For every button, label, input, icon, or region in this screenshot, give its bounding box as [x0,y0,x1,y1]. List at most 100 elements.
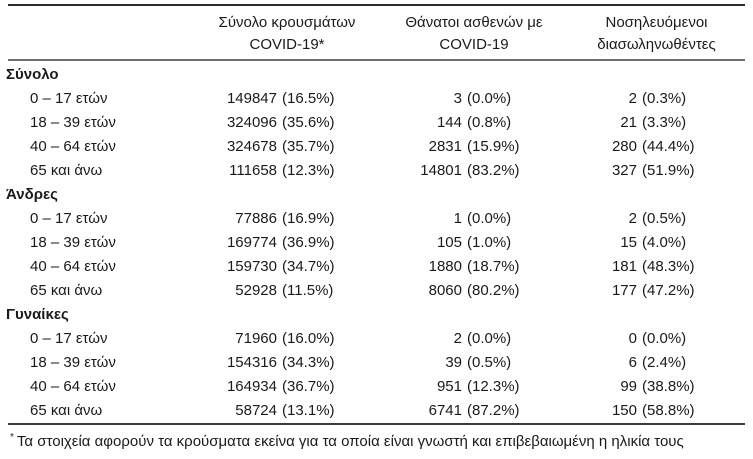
group-label-total: Σύνολο [6,66,59,83]
deaths-count: 39 [445,354,462,371]
cases-cell: 324678 (35.7%) [186,135,372,159]
cases-pct: (36.9%) [282,234,335,251]
age-label: 65 και άνω [30,402,103,419]
age-label: 18 – 39 ετών [30,234,116,251]
table-group-row: Γυναίκες [0,303,753,327]
intubated-cell: 177 (47.2%) [560,279,737,303]
intubated-count: 150 [611,402,637,419]
intubated-cell: 0 (0.0%) [560,327,737,351]
intubated-cell: 15 (4.0%) [560,231,737,255]
intubated-pct: (0.3%) [642,90,687,107]
cases-count: 324678 [226,138,277,155]
intubated-pct: (2.4%) [642,354,687,371]
deaths-cell: 144 (0.8%) [372,111,560,135]
cases-cell: 169774 (36.9%) [186,231,372,255]
cases-count: 154316 [226,354,277,371]
deaths-count: 2831 [428,138,462,155]
age-label: 0 – 17 ετών [30,210,108,227]
deaths-pct: (12.3%) [467,378,520,395]
age-label: 40 – 64 ετών [30,378,116,395]
cases-pct: (35.7%) [282,138,335,155]
deaths-pct: (0.0%) [467,90,512,107]
deaths-pct: (0.8%) [467,114,512,131]
intubated-count: 327 [611,162,637,179]
cases-count: 111658 [229,162,277,179]
table-row: 0 – 17 ετών 71960 (16.0%) 2 (0.0%) 0 (0.0%) [0,327,753,351]
table-row: 18 – 39 ετών 324096 (35.6%) 144 (0.8%) 21 (… [0,111,753,135]
deaths-cell: 2831 (15.9%) [372,135,560,159]
cases-pct: (36.7%) [282,378,335,395]
table-group-row: Άνδρες [0,183,753,207]
intubated-count: 0 [628,330,637,347]
deaths-pct: (1.0%) [467,234,512,251]
deaths-count: 8060 [428,282,462,299]
deaths-pct: (80.2%) [467,282,520,299]
footnote-divider-rule [8,423,745,425]
cases-cell: 71960 (16.0%) [186,327,372,351]
header-divider-rule [8,59,745,61]
intubated-cell: 21 (3.3%) [560,111,737,135]
age-label: 18 – 39 ετών [30,354,116,371]
deaths-cell: 2 (0.0%) [372,327,560,351]
age-label: 65 και άνω [30,162,103,179]
table-row: 18 – 39 ετών 154316 (34.3%) 39 (0.5%) 6 (2.… [0,351,753,375]
deaths-cell: 6741 (87.2%) [372,399,560,423]
deaths-pct: (0.0%) [467,210,512,227]
deaths-count: 144 [436,114,462,131]
column-header-deaths: Θάνατοι ασθενών με COVID-19 [380,12,568,56]
age-label: 0 – 17 ετών [30,90,108,107]
cases-cell: 164934 (36.7%) [186,375,372,399]
column-header-deaths-line1: Θάνατοι ασθενών με [405,14,543,31]
table-row: 40 – 64 ετών 164934 (36.7%) 951 (12.3%) 99… [0,375,753,399]
cases-pct: (16.5%) [282,90,335,107]
footnote-marker: * [10,432,14,443]
intubated-count: 280 [611,138,637,155]
deaths-pct: (0.0%) [467,330,512,347]
intubated-count: 181 [611,258,637,275]
cases-count: 149847 [226,90,277,107]
header-empty-cell [8,12,194,56]
table-group-row: Σύνολο [0,63,753,87]
table-footnote: * Τα στοιχεία αφορούν τα κρούσματα εκείνα… [0,425,753,451]
column-header-cases-line1: Σύνολο κρουσμάτων [218,14,356,31]
cases-count: 159730 [226,258,277,275]
cases-cell: 149847 (16.5%) [186,87,372,111]
intubated-cell: 2 (0.5%) [560,207,737,231]
footnote-text: Τα στοιχεία αφορούν τα κρούσματα εκείνα … [16,433,684,450]
column-header-intubated-line2: διασωληνωθέντες [597,36,716,53]
cases-count: 324096 [226,114,277,131]
deaths-pct: (15.9%) [467,138,520,155]
deaths-pct: (87.2%) [467,402,520,419]
table-row: 40 – 64 ετών 324678 (35.7%) 2831 (15.9%) 2… [0,135,753,159]
table-row: 18 – 39 ετών 169774 (36.9%) 105 (1.0%) 15 (… [0,231,753,255]
age-label: 65 και άνω [30,282,103,299]
intubated-pct: (38.8%) [642,378,695,395]
age-label: 0 – 17 ετών [30,330,108,347]
deaths-count: 951 [436,378,462,395]
cases-cell: 324096 (35.6%) [186,111,372,135]
intubated-count: 15 [620,234,637,251]
table-row: 40 – 64 ετών 159730 (34.7%) 1880 (18.7%) 1… [0,255,753,279]
cases-cell: 77886 (16.9%) [186,207,372,231]
column-header-cases-line2: COVID-19* [249,36,325,53]
deaths-cell: 1880 (18.7%) [372,255,560,279]
cases-count: 52928 [235,282,277,299]
deaths-pct: (0.5%) [467,354,512,371]
deaths-cell: 1 (0.0%) [372,207,560,231]
intubated-cell: 150 (58.8%) [560,399,737,423]
cases-pct: (16.0%) [282,330,335,347]
deaths-cell: 105 (1.0%) [372,231,560,255]
intubated-pct: (0.0%) [642,330,687,347]
table-row: 0 – 17 ετών 77886 (16.9%) 1 (0.0%) 2 (0.5%) [0,207,753,231]
deaths-cell: 8060 (80.2%) [372,279,560,303]
deaths-pct: (83.2%) [467,162,520,179]
cases-pct: (11.5%) [282,282,334,299]
deaths-cell: 39 (0.5%) [372,351,560,375]
cases-count: 77886 [235,210,277,227]
intubated-pct: (0.5%) [642,210,687,227]
age-label: 40 – 64 ετών [30,258,116,275]
table-row: 0 – 17 ετών 149847 (16.5%) 3 (0.0%) 2 (0.3%… [0,87,753,111]
deaths-count: 105 [436,234,462,251]
deaths-count: 1880 [428,258,462,275]
